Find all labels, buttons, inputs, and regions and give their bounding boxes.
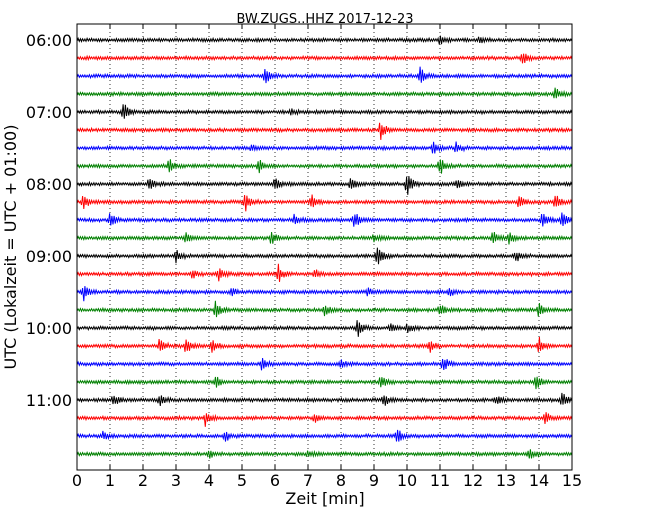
x-tick-label: 3	[171, 471, 181, 490]
x-tick-labels: 0 1 2 3 4 5 6 7 8 9 10 11 12 13 14 15	[72, 471, 582, 490]
plot-frame	[76, 23, 573, 471]
x-tick-label: 0	[72, 471, 82, 490]
x-tick-label: 6	[270, 471, 280, 490]
y-tick-label: 08:00	[26, 175, 72, 194]
seismic-trace	[76, 141, 573, 154]
x-tick-label: 15	[562, 471, 582, 490]
seismic-trace	[76, 53, 573, 64]
seismic-trace	[76, 104, 573, 119]
y-tick-label: 09:00	[26, 247, 72, 266]
trace-lines	[76, 35, 573, 459]
x-axis-title: Zeit [min]	[285, 489, 364, 508]
x-tick-label: 1	[105, 471, 115, 490]
seismic-trace	[76, 35, 573, 45]
seismic-trace	[76, 87, 573, 99]
x-tick-label: 13	[496, 471, 516, 490]
seismic-trace	[76, 320, 573, 337]
seismic-trace	[76, 286, 573, 302]
x-tick-label: 5	[237, 471, 247, 490]
y-tick-label: 07:00	[26, 103, 72, 122]
grid-lines	[109, 24, 540, 470]
y-tick-label: 10:00	[26, 319, 72, 338]
x-tick-label: 8	[336, 471, 346, 490]
x-tick-label: 2	[138, 471, 148, 490]
seismic-trace	[76, 247, 573, 265]
x-tick-label: 4	[204, 471, 214, 490]
seismic-trace	[76, 376, 573, 390]
x-tick-label: 7	[303, 471, 313, 490]
chart-title: BW.ZUGS..HHZ 2017-12-23	[236, 12, 413, 27]
seismic-trace	[76, 412, 573, 427]
seismic-trace	[76, 300, 573, 318]
seismic-trace	[76, 263, 573, 282]
seismic-trace	[76, 336, 573, 353]
axis-ticks	[76, 24, 573, 470]
seismic-trace	[76, 122, 573, 140]
seismic-trace	[76, 159, 573, 174]
x-tick-label: 11	[430, 471, 450, 490]
seismic-trace	[76, 194, 573, 212]
y-tick-labels: 06:00 07:00 08:00 09:00 10:00 11:00	[26, 31, 72, 410]
x-tick-label: 14	[529, 471, 549, 490]
seismic-trace	[76, 175, 573, 195]
seismic-trace	[76, 392, 573, 406]
seismic-trace	[76, 66, 573, 84]
seismic-trace	[76, 231, 573, 245]
seismic-trace	[76, 429, 573, 442]
x-tick-label: 12	[463, 471, 483, 490]
x-tick-label: 9	[369, 471, 379, 490]
y-axis-title: UTC (Lokalzeit = UTC + 01:00)	[1, 125, 20, 370]
seismic-trace	[76, 212, 573, 227]
x-tick-label: 10	[397, 471, 417, 490]
seismic-trace	[76, 357, 573, 371]
seismic-trace	[76, 449, 573, 459]
y-tick-label: 06:00	[26, 31, 72, 50]
y-tick-label: 11:00	[26, 391, 72, 410]
